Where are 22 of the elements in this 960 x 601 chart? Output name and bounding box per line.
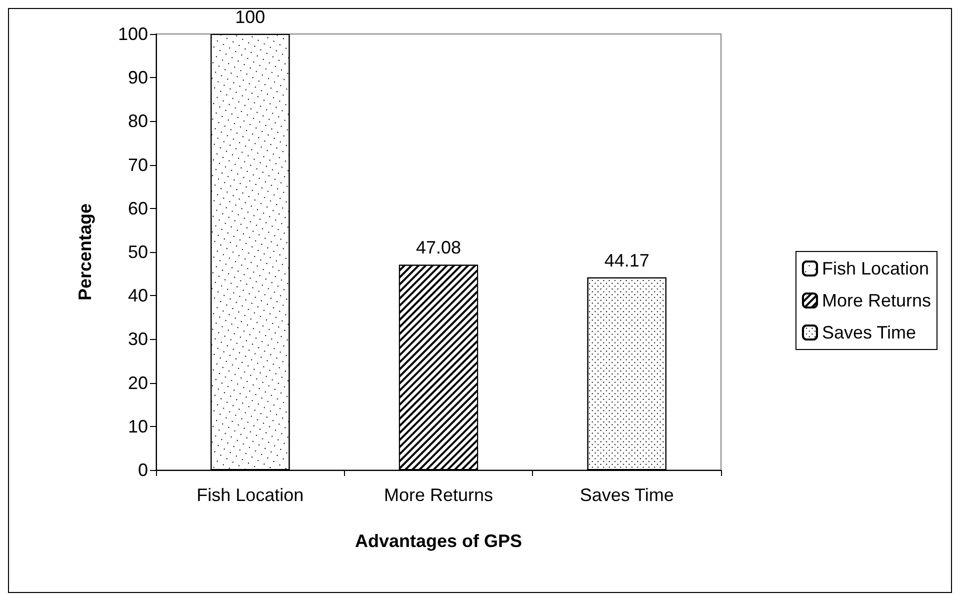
data-label: 44.17 — [604, 250, 650, 270]
y-tick-label: 10 — [128, 416, 148, 436]
x-tick-label: Saves Time — [580, 485, 674, 505]
y-tick-label: 0 — [138, 460, 148, 480]
data-label: 47.08 — [416, 238, 462, 258]
y-tick-label: 70 — [128, 154, 148, 175]
legend-label: More Returns — [822, 290, 932, 310]
y-tick-label: 100 — [118, 24, 148, 44]
y-tick-label: 40 — [128, 286, 148, 306]
y-tick-label: 30 — [128, 329, 148, 350]
data-label: 100 — [235, 7, 266, 27]
x-tick-label: More Returns — [384, 485, 494, 505]
y-tick-label: 90 — [128, 68, 148, 88]
x-axis-title: Advantages of GPS — [354, 531, 522, 551]
y-tick-label: 80 — [128, 111, 148, 132]
y-tick-label: 60 — [128, 198, 148, 218]
legend-label: Fish Location — [822, 258, 930, 278]
y-tick-label: 20 — [128, 372, 148, 393]
legend-label: Saves Time — [822, 322, 916, 342]
x-tick-label: Fish Location — [196, 485, 304, 505]
y-axis-title: Percentage — [75, 203, 95, 301]
y-tick-label: 50 — [128, 242, 148, 262]
